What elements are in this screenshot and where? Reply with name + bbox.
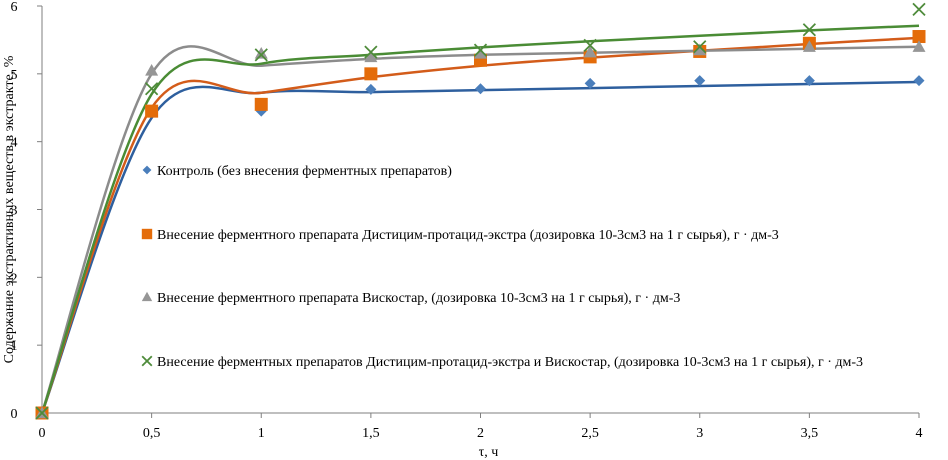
- data-point-combined: [35, 406, 49, 420]
- legend-label-combined: Внесение ферментных препаратов Дистицим-…: [157, 355, 863, 370]
- y-tick-label: 1: [11, 339, 18, 354]
- trendlines: [40, 24, 920, 414]
- legend: Контроль (без внесения ферментных препар…: [141, 164, 863, 370]
- data-point-control: [475, 83, 486, 95]
- y-tick-label: 3: [11, 204, 18, 219]
- data-point-viskostar: [802, 40, 816, 52]
- legend-marker-control: [142, 165, 152, 175]
- legend-marker-distitsim: [141, 228, 153, 240]
- data-point-combined: [912, 2, 926, 17]
- x-axis-title: τ, ч: [479, 445, 499, 460]
- data-point-distitsim: [364, 67, 378, 81]
- legend-label-control: Контроль (без внесения ферментных препар…: [157, 164, 452, 179]
- trendline-control: [40, 80, 920, 414]
- trendline-viskostar: [40, 45, 920, 414]
- data-point-viskostar: [364, 50, 378, 63]
- data-point-combined: [802, 23, 817, 37]
- y-tick-label: 6: [11, 0, 18, 15]
- legend-item-combined: Внесение ферментных препаратов Дистицим-…: [141, 355, 863, 370]
- axes: 0 1 2 3 4 5 6 0 0,5 1 1,5 2 2,5 3 3,5 4: [11, 0, 923, 441]
- x-tick-label: 1,5: [362, 426, 380, 441]
- legend-label-viskostar: Внесение ферментного препарата Вискостар…: [157, 291, 680, 306]
- data-point-viskostar: [912, 40, 926, 52]
- trendline-combined: [40, 24, 920, 414]
- data-point-viskostar: [254, 46, 268, 59]
- y-tick-label: 2: [11, 271, 18, 286]
- legend-marker-viskostar: [141, 291, 153, 302]
- data-point-combined: [473, 43, 488, 57]
- x-tick-label: 4: [916, 426, 923, 441]
- data-point-viskostar: [145, 63, 159, 76]
- data-point-distitsim: [145, 104, 159, 118]
- data-point-control: [694, 75, 706, 87]
- legend-item-control: Контроль (без внесения ферментных препар…: [142, 164, 452, 179]
- legend-marker-combined: [141, 355, 153, 367]
- data-point-combined: [144, 82, 159, 96]
- legend-label-distitsim: Внесение ферментного препарата Дистицим-…: [157, 228, 779, 243]
- data-markers: [35, 2, 926, 420]
- x-tick-label: 2,5: [581, 426, 599, 441]
- data-point-viskostar: [693, 43, 707, 56]
- data-point-combined: [254, 48, 268, 62]
- legend-item-viskostar: Внесение ферментного препарата Вискостар…: [141, 291, 680, 306]
- y-tick-label: 0: [11, 407, 18, 422]
- y-axis-title: Содержание экстрактивных веществ в экстр…: [2, 55, 17, 363]
- data-point-combined: [364, 45, 378, 59]
- data-point-control: [365, 83, 377, 95]
- data-point-control: [584, 77, 596, 89]
- x-tick-label: 1: [258, 426, 265, 441]
- x-tick-label: 2: [477, 426, 484, 441]
- data-point-distitsim: [254, 97, 268, 111]
- data-point-combined: [583, 38, 597, 52]
- y-tick-label: 4: [11, 136, 18, 151]
- y-tick-label: 5: [11, 68, 18, 83]
- data-point-combined: [693, 40, 707, 54]
- data-point-control: [803, 75, 815, 87]
- data-point-control: [913, 75, 925, 87]
- data-point-viskostar: [474, 46, 487, 59]
- data-point-viskostar: [583, 45, 597, 58]
- data-point-distitsim: [912, 30, 926, 44]
- x-tick-label: 0,5: [143, 426, 161, 441]
- x-tick-label: 3,5: [801, 426, 819, 441]
- x-tick-label: 3: [696, 426, 703, 441]
- x-tick-label: 0: [39, 426, 46, 441]
- legend-item-distitsim: Внесение ферментного препарата Дистицим-…: [141, 228, 779, 243]
